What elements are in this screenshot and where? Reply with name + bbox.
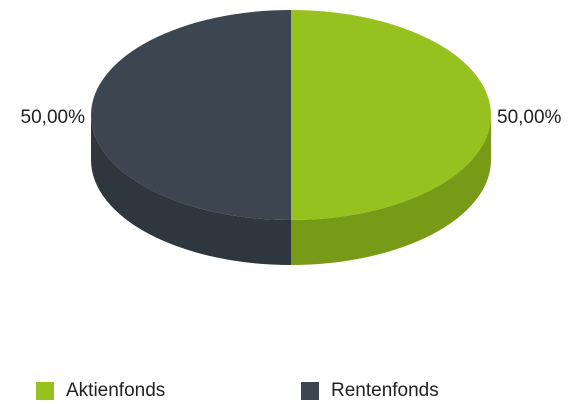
- pie-side-aktienfonds: [291, 115, 491, 265]
- pie-tops: [91, 10, 491, 220]
- legend: Aktienfonds Rentenfonds: [0, 380, 579, 404]
- legend-label-rentenfonds: Rentenfonds: [331, 380, 439, 401]
- legend-item-rentenfonds: Rentenfonds: [301, 380, 439, 402]
- pie-slice-aktienfonds: [291, 10, 491, 220]
- legend-swatch-aktienfonds: [36, 382, 54, 400]
- legend-item-aktienfonds: Aktienfonds: [36, 380, 165, 402]
- data-label-rentenfonds: 50,00%: [21, 107, 86, 128]
- pie-sides: [91, 115, 491, 265]
- pie-chart: 50,00% 50,00%: [21, 10, 562, 265]
- pie-slice-rentenfonds: [91, 10, 291, 220]
- pie-labels: 50,00% 50,00%: [21, 107, 562, 128]
- legend-label-aktienfonds: Aktienfonds: [66, 380, 166, 401]
- legend-swatch-rentenfonds: [301, 382, 319, 400]
- data-label-aktienfonds: 50,00%: [497, 107, 562, 128]
- pie-side-rentenfonds: [91, 115, 291, 265]
